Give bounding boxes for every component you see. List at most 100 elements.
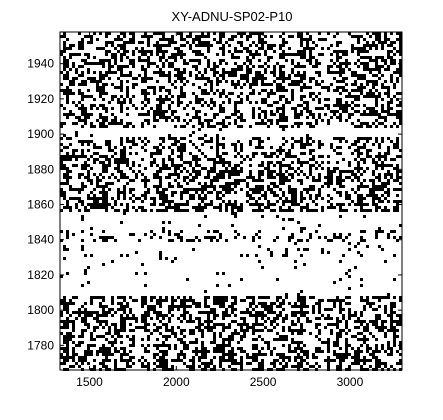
heatmap-cell [372,107,375,110]
heatmap-cell [123,305,126,308]
heatmap-cell [327,65,330,68]
heatmap-cell [90,95,93,98]
heatmap-cell [180,209,183,212]
heatmap-cell [228,44,231,47]
heatmap-cell [375,44,378,47]
heatmap-cell [276,86,279,89]
heatmap-cell [399,323,402,326]
heatmap-cell [147,338,150,341]
heatmap-cell [273,365,276,368]
heatmap-cell [207,35,210,38]
heatmap-cell [384,191,387,194]
heatmap-cell [291,146,294,149]
heatmap-cell [165,44,168,47]
heatmap-cell [378,152,381,155]
heatmap-cell [117,191,120,194]
heatmap-cell [357,137,360,140]
heatmap-cell [90,254,93,257]
heatmap-cell [162,158,165,161]
heatmap-cell [201,77,204,80]
heatmap-cell [393,344,396,347]
heatmap-cell [321,119,324,122]
heatmap-cell [165,209,168,212]
heatmap-cell [231,311,234,314]
heatmap-cell [195,161,198,164]
heatmap-cell [357,152,360,155]
heatmap-cell [228,284,231,287]
heatmap-cell [360,77,363,80]
heatmap-cell [147,35,150,38]
heatmap-cell [240,338,243,341]
heatmap-cell [177,338,180,341]
heatmap-cell [345,53,348,56]
heatmap-cell [348,146,351,149]
heatmap-cell [78,200,81,203]
heatmap-cell [90,302,93,305]
heatmap-cell [141,53,144,56]
heatmap-cell [339,50,342,53]
heatmap-cell [246,200,249,203]
heatmap-cell [303,314,306,317]
heatmap-cell [111,113,114,116]
heatmap-cell [390,107,393,110]
heatmap-cell [249,86,252,89]
heatmap-cell [216,179,219,182]
heatmap-cell [132,356,135,359]
heatmap-cell [99,197,102,200]
heatmap-cell [270,170,273,173]
heatmap-cell [351,44,354,47]
heatmap-cell [372,335,375,338]
heatmap-cell [246,38,249,41]
heatmap-cell [120,122,123,125]
heatmap-cell [342,209,345,212]
heatmap-cell [87,77,90,80]
heatmap-cell [357,119,360,122]
heatmap-cell [252,236,255,239]
heatmap-cell [81,155,84,158]
heatmap-cell [354,62,357,65]
heatmap-cell [120,326,123,329]
heatmap-cell [282,116,285,119]
heatmap-cell [291,125,294,128]
heatmap-cell [345,302,348,305]
heatmap-cell [276,101,279,104]
heatmap-cell [120,305,123,308]
heatmap-cell [204,305,207,308]
heatmap-cell [342,353,345,356]
heatmap-cell [255,101,258,104]
heatmap-cell [291,203,294,206]
heatmap-cell [381,155,384,158]
heatmap-cell [180,170,183,173]
heatmap-cell [258,311,261,314]
heatmap-cell [132,86,135,89]
heatmap-cell [153,71,156,74]
heatmap-cell [213,335,216,338]
heatmap-cell [384,326,387,329]
heatmap-cell [327,206,330,209]
heatmap-cell [225,125,228,128]
heatmap-cell [150,197,153,200]
heatmap-cell [108,146,111,149]
heatmap-cell [345,59,348,62]
heatmap-cell [372,143,375,146]
heatmap-cell [264,353,267,356]
heatmap-cell [162,161,165,164]
heatmap-cell [357,251,360,254]
heatmap-cell [384,332,387,335]
heatmap-cell [330,203,333,206]
heatmap-cell [315,71,318,74]
heatmap-cell [279,83,282,86]
heatmap-cell [219,233,222,236]
heatmap-cell [258,146,261,149]
heatmap-cell [87,41,90,44]
heatmap-cell [342,179,345,182]
heatmap-cell [357,155,360,158]
heatmap-cell [93,71,96,74]
heatmap-cell [138,74,141,77]
heatmap-cell [345,296,348,299]
heatmap-cell [390,77,393,80]
heatmap-cell [213,365,216,368]
heatmap-cell [369,59,372,62]
heatmap-cell [270,110,273,113]
heatmap-cell [132,77,135,80]
